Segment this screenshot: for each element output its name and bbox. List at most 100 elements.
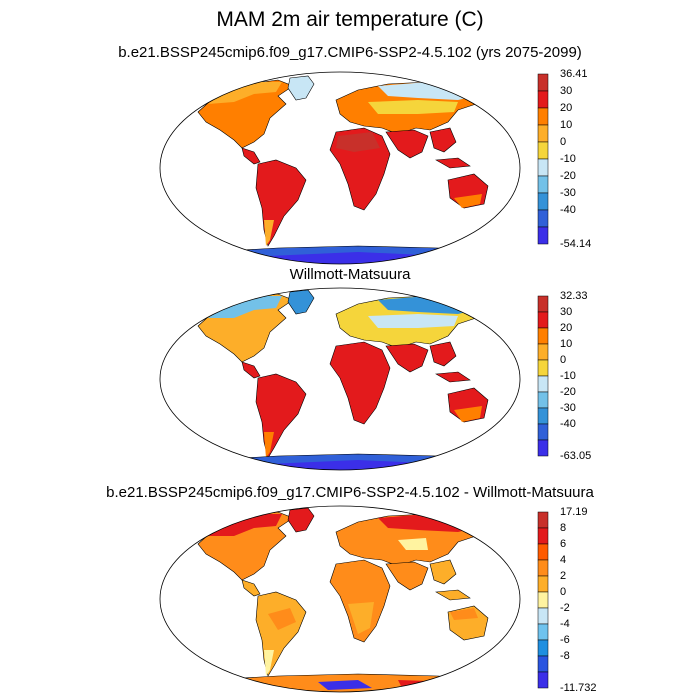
indonesia — [435, 371, 471, 383]
colorbar-label: -40 — [560, 418, 576, 430]
indonesia — [435, 157, 471, 169]
colorbar-label: -11.732 — [560, 682, 597, 694]
colorbar-swatch — [537, 343, 549, 361]
panel-3-colorbar: 17.19 8 6 4 2 0 -2 -4 -6 -8 -11.732 — [537, 507, 598, 694]
colorbar-swatch — [537, 124, 549, 143]
colorbar-label: -54.14 — [560, 238, 592, 250]
colorbar-label: -10 — [560, 153, 576, 165]
south-asia — [385, 561, 429, 591]
colorbar-swatch — [537, 655, 549, 673]
africa-south — [348, 602, 374, 634]
colorbar-swatch — [537, 607, 549, 625]
greenland — [287, 75, 315, 101]
colorbar-label: -30 — [560, 402, 576, 414]
central-asia — [368, 314, 458, 328]
africa — [329, 341, 391, 425]
colorbar-label: 17.19 — [560, 506, 588, 518]
colorbar-swatch — [537, 327, 549, 345]
colorbar-swatch — [537, 407, 549, 425]
central-asia — [368, 100, 458, 114]
antarctica-patch-red — [398, 680, 458, 692]
australia-south — [454, 194, 482, 208]
colorbar-swatch — [537, 192, 549, 211]
se-asia — [429, 127, 457, 153]
colorbar-swatch — [537, 311, 549, 329]
australia-south — [454, 406, 482, 422]
colorbar-swatch — [537, 391, 549, 409]
colorbar-label: 0 — [560, 136, 567, 148]
central-asia-patch — [398, 538, 428, 550]
colorbar-label: -8 — [560, 650, 570, 662]
colorbar-label: 8 — [560, 522, 567, 534]
colorbar-label: -6 — [560, 634, 570, 646]
greenland — [287, 289, 315, 315]
africa — [329, 559, 391, 643]
panel-3-map — [158, 504, 522, 700]
colorbar-swatch — [537, 543, 549, 561]
south-asia — [385, 129, 429, 159]
figure-title: MAM 2m air temperature (C) — [216, 8, 484, 31]
colorbar-label: 36.41 — [560, 68, 588, 80]
colorbar-swatch — [537, 559, 549, 577]
panel-1-subtitle: b.e21.BSSP245cmip6.f09_g17.CMIP6-SSP2-4.… — [118, 44, 582, 61]
north-america-north — [208, 514, 282, 536]
colorbar-label: 2 — [560, 570, 567, 582]
colorbar-label: -63.05 — [560, 450, 592, 462]
colorbar-swatch — [537, 439, 549, 457]
colorbar-swatch — [537, 175, 549, 194]
panel-1-colorbar: 36.41 30 20 10 0 -10 -20 -30 -40 -54.14 — [537, 69, 598, 250]
colorbar-label: -40 — [560, 204, 576, 216]
se-asia — [429, 559, 457, 585]
colorbar-swatch — [537, 295, 549, 313]
panel-3-subtitle: b.e21.BSSP245cmip6.f09_g17.CMIP6-SSP2-4.… — [106, 484, 594, 501]
colorbar-swatch — [537, 90, 549, 109]
colorbar-label: 0 — [560, 354, 567, 366]
colorbar-swatch — [537, 623, 549, 641]
colorbar-label: 4 — [560, 554, 567, 566]
central-america — [241, 579, 261, 597]
south-america-south — [264, 432, 274, 458]
colorbar-label: -4 — [560, 618, 570, 630]
south-america-patch — [268, 608, 296, 630]
colorbar-swatch — [537, 511, 549, 529]
panel-1-map — [158, 70, 522, 266]
colorbar-swatch — [537, 591, 549, 609]
colorbar-label: -10 — [560, 370, 576, 382]
colorbar-label: 20 — [560, 322, 573, 334]
colorbar-label: -30 — [560, 187, 576, 199]
sahara — [336, 132, 380, 152]
south-asia — [385, 343, 429, 373]
colorbar-label: 30 — [560, 306, 573, 318]
colorbar-swatch — [537, 359, 549, 377]
colorbar-label: 30 — [560, 85, 573, 97]
colorbar-swatch — [537, 226, 549, 245]
panel-2-map — [158, 286, 522, 482]
colorbar-swatch — [537, 141, 549, 160]
north-america-north — [208, 296, 282, 318]
south-america-south — [264, 650, 274, 676]
colorbar-swatch — [537, 639, 549, 657]
colorbar-label: 20 — [560, 102, 573, 114]
colorbar-swatch — [537, 423, 549, 441]
central-america — [241, 147, 261, 165]
south-america-south — [264, 220, 274, 246]
colorbar-swatch — [537, 209, 549, 228]
greenland — [287, 507, 315, 533]
panel-2-colorbar: 32.33 30 20 10 0 -10 -20 -30 -40 -63.05 — [537, 291, 598, 462]
colorbar-swatch — [537, 527, 549, 545]
colorbar-swatch — [537, 73, 549, 92]
central-america — [241, 361, 261, 379]
colorbar-label: 6 — [560, 538, 567, 550]
colorbar-swatch — [537, 575, 549, 593]
antarctica-patch-blue — [318, 680, 372, 690]
colorbar-label: 10 — [560, 119, 573, 131]
australia-north — [450, 608, 478, 620]
colorbar-label: -2 — [560, 602, 570, 614]
north-america-north — [208, 82, 282, 104]
panel-2-subtitle: Willmott-Matsuura — [289, 266, 411, 283]
colorbar-label: 10 — [560, 338, 573, 350]
colorbar-label: 32.33 — [560, 290, 588, 302]
indonesia — [435, 589, 471, 601]
se-asia — [429, 341, 457, 367]
colorbar-swatch — [537, 375, 549, 393]
